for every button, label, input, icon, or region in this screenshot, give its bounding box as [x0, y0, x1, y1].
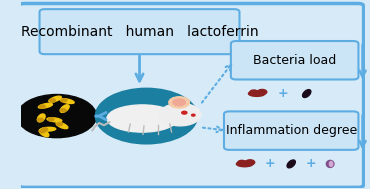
Ellipse shape — [326, 160, 334, 167]
Text: Inflammation degree: Inflammation degree — [226, 124, 357, 137]
Circle shape — [192, 114, 195, 116]
Ellipse shape — [236, 161, 253, 167]
Text: Bacteria load: Bacteria load — [253, 54, 336, 67]
Ellipse shape — [56, 122, 68, 129]
Circle shape — [169, 97, 189, 108]
Ellipse shape — [50, 99, 56, 102]
Ellipse shape — [107, 105, 178, 132]
Circle shape — [95, 88, 198, 144]
Ellipse shape — [48, 118, 54, 121]
Ellipse shape — [329, 161, 333, 166]
Ellipse shape — [39, 130, 45, 133]
FancyBboxPatch shape — [40, 9, 239, 54]
Ellipse shape — [60, 109, 66, 112]
Circle shape — [250, 90, 258, 94]
Text: Recombinant   human   lactoferrin: Recombinant human lactoferrin — [21, 25, 258, 39]
Text: +: + — [264, 157, 275, 170]
Ellipse shape — [47, 118, 62, 122]
Ellipse shape — [249, 91, 265, 96]
Ellipse shape — [39, 129, 49, 137]
Ellipse shape — [61, 99, 67, 102]
FancyBboxPatch shape — [231, 41, 359, 80]
Ellipse shape — [40, 105, 45, 108]
Ellipse shape — [60, 99, 74, 104]
Ellipse shape — [37, 118, 43, 121]
FancyBboxPatch shape — [19, 4, 364, 187]
Ellipse shape — [38, 103, 53, 108]
Ellipse shape — [41, 127, 56, 131]
Circle shape — [238, 160, 246, 165]
Ellipse shape — [287, 160, 295, 168]
Circle shape — [182, 111, 187, 114]
Ellipse shape — [49, 96, 61, 102]
Ellipse shape — [57, 122, 63, 126]
Circle shape — [17, 94, 97, 138]
Ellipse shape — [42, 128, 47, 131]
Ellipse shape — [60, 105, 69, 112]
Circle shape — [258, 89, 267, 94]
Ellipse shape — [303, 90, 311, 98]
Circle shape — [159, 103, 201, 126]
Circle shape — [245, 160, 255, 165]
Text: +: + — [306, 157, 316, 170]
Ellipse shape — [37, 114, 45, 122]
FancyBboxPatch shape — [224, 111, 359, 150]
Text: +: + — [277, 87, 288, 100]
Circle shape — [173, 99, 185, 106]
